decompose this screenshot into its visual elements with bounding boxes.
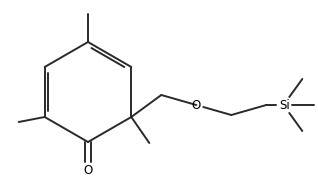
Text: O: O xyxy=(192,98,201,112)
Text: Si: Si xyxy=(279,98,290,112)
Text: O: O xyxy=(83,164,93,176)
